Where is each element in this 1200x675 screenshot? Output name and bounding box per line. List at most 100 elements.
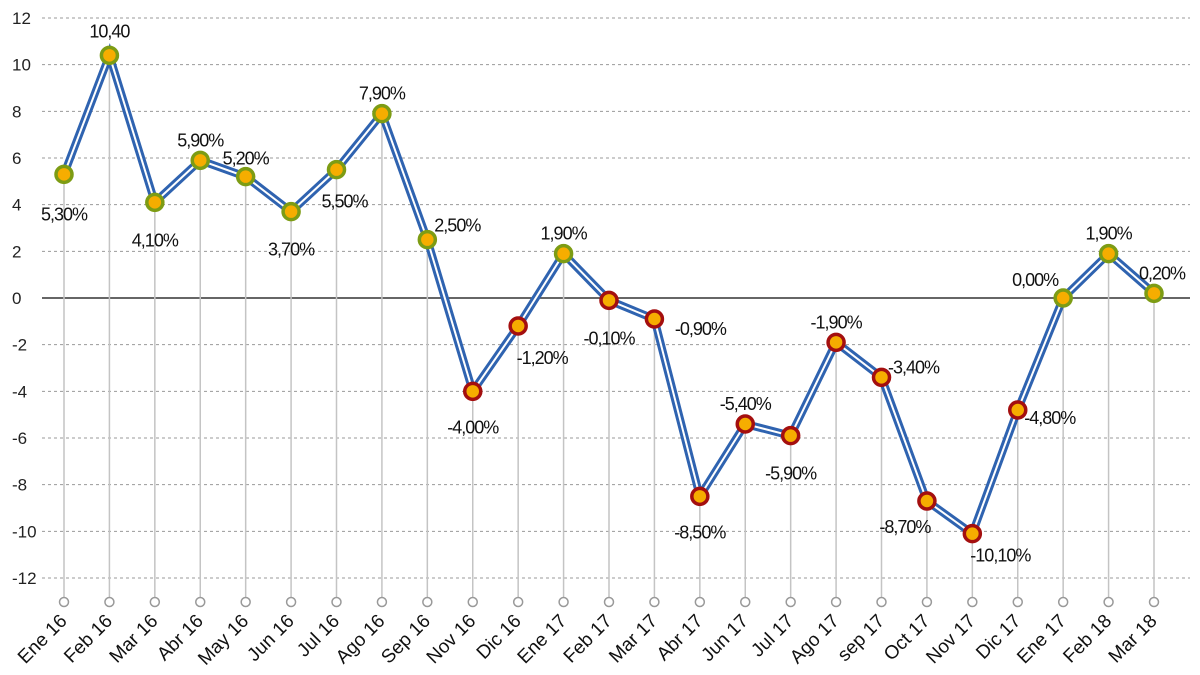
x-tick-marker	[967, 596, 978, 608]
data-label: -4,80%	[1024, 408, 1076, 428]
negative-marker	[962, 523, 983, 544]
data-label: -0,10%	[583, 328, 635, 348]
data-label: -1,90%	[811, 312, 863, 332]
x-tick-marker	[1012, 596, 1023, 608]
x-tick-label: Mar 17	[605, 611, 662, 668]
x-tick-label: Mar 18	[1105, 611, 1162, 668]
x-tick-marker	[285, 596, 297, 608]
y-tick-label: -6	[12, 429, 27, 448]
x-tick-label: Sep 16	[377, 611, 434, 668]
data-label: 3,70%	[268, 240, 315, 260]
x-tick-marker	[195, 596, 206, 608]
x-tick-marker	[331, 596, 342, 608]
data-label: -3,40%	[888, 357, 940, 377]
data-label: -1,20%	[517, 348, 569, 368]
negative-marker	[735, 414, 755, 434]
x-tick-marker	[649, 596, 660, 608]
x-tick-marker	[603, 596, 615, 608]
y-tick-label: 12	[12, 9, 31, 28]
data-label: 5,20%	[223, 149, 270, 169]
positive-marker	[372, 103, 392, 124]
x-tick-label: Ene 16	[14, 611, 71, 668]
data-label: -8,70%	[879, 517, 931, 537]
negative-marker	[690, 486, 710, 507]
x-tick-marker	[876, 596, 887, 608]
x-tick-marker	[740, 596, 751, 608]
x-tick-marker	[58, 596, 70, 608]
x-tick-label: May 16	[194, 611, 253, 670]
x-tick-marker	[467, 596, 478, 608]
x-tick-marker	[104, 596, 115, 608]
positive-marker	[1144, 283, 1164, 304]
x-tick-label: Ene 17	[1013, 611, 1070, 668]
y-tick-label: -12	[12, 569, 37, 588]
x-tick-marker	[1103, 596, 1114, 608]
positive-marker	[99, 45, 120, 66]
x-tick-label: Ago 17	[786, 611, 843, 668]
data-label: -8,50%	[674, 522, 726, 542]
data-label: -5,40%	[720, 394, 772, 414]
y-axis: 12 10 8 6 4 2 0 -2 -4 -6 -8 -10 -12	[12, 9, 37, 588]
positive-marker	[281, 201, 301, 222]
data-label: 0,00%	[1012, 270, 1059, 290]
x-tick-marker	[512, 596, 524, 608]
negative-marker	[463, 381, 483, 402]
data-label: 1,90%	[1086, 224, 1133, 244]
x-tick-label: Abr 17	[653, 611, 707, 665]
positive-marker	[235, 166, 256, 187]
x-tick-label: Ago 16	[332, 611, 389, 668]
negative-marker	[917, 491, 937, 511]
negative-marker	[871, 367, 892, 388]
x-tick-label: Mar 16	[106, 611, 163, 668]
x-tick-label: Nov 17	[922, 611, 979, 668]
negative-marker	[826, 332, 846, 353]
positive-marker	[553, 243, 574, 264]
data-label: -10,10%	[970, 546, 1031, 566]
y-tick-label: 0	[12, 289, 21, 308]
data-label: 5,50%	[321, 192, 368, 212]
y-tick-label: -8	[12, 476, 27, 495]
positive-marker	[190, 150, 210, 171]
data-label: -0,90%	[675, 319, 727, 339]
data-labels: 5,30% 10,40 4,10% 5,90%5,20% 3,70% 5,50% 7,90%…	[41, 21, 1187, 566]
y-tick-label: -10	[12, 522, 37, 541]
negative-marker	[599, 290, 619, 311]
markers	[54, 45, 1164, 544]
positive-marker	[326, 159, 347, 180]
x-tick-marker	[1057, 596, 1069, 608]
x-tick-marker	[376, 596, 388, 608]
y-tick-label: 10	[12, 56, 31, 75]
x-tick-label: Ene 17	[514, 611, 571, 668]
positive-marker	[54, 164, 74, 185]
negative-marker	[780, 425, 801, 446]
x-tick-label: Feb 18	[1059, 611, 1116, 668]
category-drop-lines	[63, 55, 1155, 597]
y-tick-label: 6	[12, 149, 21, 168]
data-label: 5,90%	[177, 130, 224, 150]
x-tick-marker	[830, 596, 842, 608]
x-tick-marker	[694, 596, 706, 608]
negative-marker	[508, 316, 528, 336]
data-label: 1,90%	[541, 224, 588, 244]
y-tick-label: 2	[12, 242, 21, 261]
negative-marker	[644, 309, 665, 329]
x-tick-label: Feb 17	[560, 611, 617, 668]
data-label: -5,90%	[765, 464, 817, 484]
x-tick-label: Nov 16	[423, 611, 480, 668]
data-label: 5,30%	[41, 204, 88, 224]
data-label: 0,20%	[1139, 263, 1186, 283]
y-tick-label: -4	[12, 382, 27, 401]
x-tick-label: Feb 16	[60, 611, 117, 668]
positive-marker	[1053, 288, 1073, 308]
y-tick-label: 4	[12, 196, 21, 215]
negative-marker	[1008, 400, 1028, 420]
x-tick-marker	[240, 596, 251, 608]
x-tick-label: Jun 16	[243, 611, 298, 666]
y-tick-label: -2	[12, 336, 27, 355]
x-tick-marker	[558, 596, 569, 608]
positive-marker	[417, 229, 438, 250]
data-label: 10,40	[89, 21, 130, 41]
y-tick-label: 8	[12, 102, 21, 121]
